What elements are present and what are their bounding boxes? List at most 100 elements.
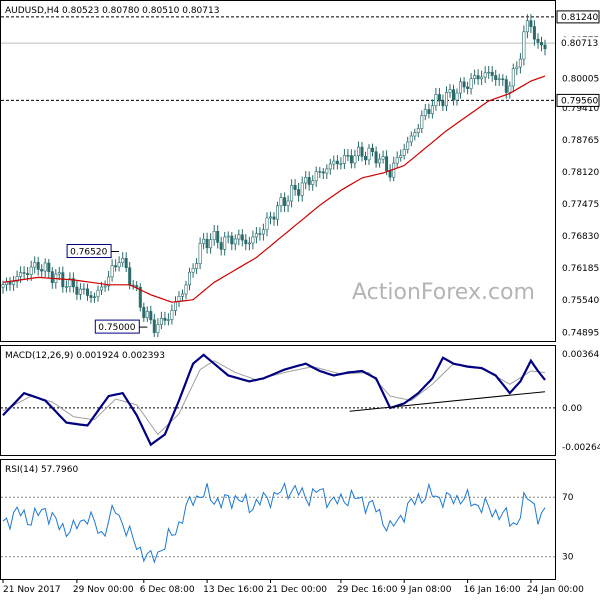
x-tick-label-3: 13 Dec 16:00	[203, 585, 264, 595]
candle-body-98	[346, 155, 350, 157]
candle-body-116	[409, 135, 413, 143]
candle-body-97	[342, 155, 346, 164]
price-tick-label-6: 0.77475	[562, 200, 599, 210]
price-panel: 0.812450.807750.800050.794100.787650.781…	[1, 10, 600, 338]
macd-signal-line	[2, 360, 546, 436]
candle-body-64	[226, 235, 230, 238]
x-tick-label-8: 24 Jan 00:00	[527, 585, 584, 595]
candle-body-21	[75, 286, 79, 295]
candle-body-2	[8, 281, 12, 285]
candle-body-152	[536, 38, 540, 43]
candle-body-29	[103, 285, 107, 288]
candle-body-108	[381, 156, 385, 160]
level-label-box-0	[556, 10, 600, 24]
candle-body-115	[406, 141, 410, 150]
candle-body-92	[325, 168, 329, 174]
x-tick-label-6: 9 Jan 08:00	[400, 585, 452, 595]
candle-body-122	[430, 105, 434, 114]
candle-body-112	[395, 157, 399, 164]
candle-body-52	[184, 284, 188, 295]
candle-body-69	[244, 239, 248, 245]
candle-body-128	[451, 89, 455, 101]
candle-body-133	[469, 78, 473, 89]
candle-body-102	[360, 146, 364, 157]
candle-body-130	[458, 81, 462, 94]
candle-body-73	[258, 233, 262, 235]
candle-body-5	[19, 272, 23, 277]
candle-body-61	[216, 231, 220, 243]
current-price-box	[557, 37, 599, 50]
candle-body-93	[328, 163, 332, 170]
candle-body-96	[339, 163, 343, 165]
candle-body-126	[444, 92, 448, 107]
rsi-tick-label-1: 30	[562, 553, 574, 563]
candle-body-88	[311, 180, 315, 185]
candle-body-3	[12, 281, 16, 285]
candle-body-56	[198, 243, 202, 264]
level-label-0: 0.81240	[561, 13, 598, 23]
candle-body-81	[286, 200, 290, 206]
annotation-box-1	[94, 319, 140, 334]
candle-body-121	[427, 109, 431, 114]
candle-body-41	[145, 311, 149, 318]
candle-body-65	[230, 235, 234, 245]
candle-body-42	[149, 311, 153, 321]
candle-body-26	[93, 296, 97, 298]
candle-body-18	[64, 286, 68, 288]
candle-body-32	[114, 265, 118, 268]
annotation-label-0: 0.76520	[70, 248, 107, 258]
macd-trendline	[349, 391, 546, 412]
price-tick-label-7: 0.76830	[562, 232, 599, 242]
candle-body-109	[385, 156, 389, 172]
candle-body-48	[170, 310, 174, 320]
candle-body-35	[124, 258, 128, 268]
x-tick-label-4: 21 Dec 00:00	[267, 585, 328, 595]
x-axis: 21 Nov 2017 29 Nov 00:00 6 Dec 08:00 13 Dec…	[2, 579, 584, 595]
candle-body-143	[504, 79, 508, 93]
candle-body-123	[434, 94, 438, 107]
candle-body-49	[174, 301, 178, 311]
x-tick-label-0: 21 Nov 2017	[3, 585, 61, 595]
moving-average-line	[2, 75, 546, 303]
candle-body-89	[314, 171, 318, 182]
x-tick-label-5: 29 Dec 16:00	[337, 585, 398, 595]
candle-body-10	[36, 262, 40, 270]
candle-body-80	[283, 197, 287, 207]
candle-body-114	[402, 149, 406, 156]
candle-body-82	[290, 185, 294, 202]
macd-title: MACD(12,26,9) 0.001924 0.002393	[5, 351, 165, 361]
candle-body-7	[26, 273, 30, 276]
candle-body-104	[367, 147, 371, 161]
candle-body-107	[378, 158, 382, 164]
candle-body-20	[71, 278, 75, 288]
candle-body-153	[539, 42, 543, 46]
annotation-label-1: 0.75000	[98, 323, 135, 333]
candle-body-150	[529, 20, 533, 27]
candle-body-94	[332, 160, 336, 165]
candle-body-76	[268, 216, 272, 219]
price-tick-label-3: 0.79410	[562, 104, 599, 114]
candle-body-149	[525, 20, 529, 33]
candle-body-146	[515, 66, 519, 69]
candle-body-22	[78, 288, 82, 295]
macd-line	[2, 353, 546, 447]
candle-body-63	[223, 236, 227, 250]
candle-body-124	[437, 94, 441, 102]
candle-body-31	[110, 265, 114, 278]
level-label-1: 0.79560	[561, 96, 598, 106]
candle-body-58	[205, 238, 209, 249]
candle-body-0	[1, 284, 5, 288]
candle-body-59	[209, 239, 213, 249]
candle-body-33	[117, 262, 121, 268]
candle-body-45	[159, 317, 163, 325]
candle-body-24	[86, 288, 90, 296]
candle-body-27	[96, 289, 100, 298]
candle-body-154	[543, 44, 547, 50]
macd-tick-label-0: 0.00364	[562, 350, 599, 360]
candle-body-99	[349, 155, 353, 164]
candle-body-147	[518, 58, 522, 68]
rsi-panel: 70 30	[1, 481, 574, 564]
candle-body-67	[237, 234, 241, 240]
candle-body-47	[166, 319, 170, 321]
